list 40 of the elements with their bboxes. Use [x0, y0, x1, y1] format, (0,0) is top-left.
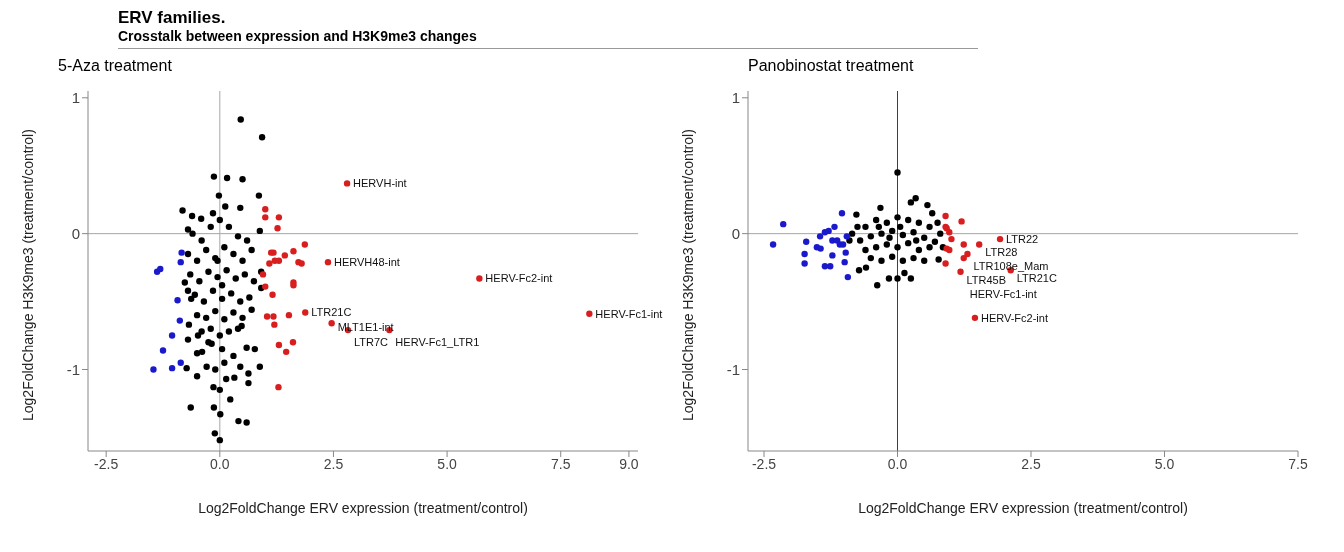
- annotation: LTR28: [985, 246, 1018, 259]
- annotation: LTR45B: [966, 273, 1007, 286]
- annotation: LTR21C: [311, 306, 352, 319]
- annotation: LTR7C: [354, 335, 389, 348]
- annotation: HERV-Fc1-int: [595, 307, 663, 320]
- annotation: MLT1E1-int: [337, 321, 394, 334]
- x-tick-label: 9.0: [619, 455, 639, 472]
- text: Crosstalk between expression and H3K9me3 changes: [118, 28, 478, 44]
- x-tick-label: 5.0: [437, 455, 458, 472]
- annotation: HERV-Fc2-int: [980, 311, 1048, 324]
- y-tick-label: 0: [71, 224, 80, 242]
- annotation: LTR108e_Mam: [973, 259, 1049, 272]
- annotation: HERV-Fc1-int: [969, 287, 1037, 300]
- annotation: HERVH-int: [353, 177, 407, 190]
- x-tick-label: 7.5: [550, 455, 571, 472]
- annotation: LTR22: [1006, 232, 1039, 245]
- y-tick-label: 1: [71, 89, 80, 107]
- x-tick-label: 7.5: [1288, 455, 1308, 472]
- x-axis-title: Log2FoldChange ERV expression (treatment/control): [858, 499, 1188, 516]
- x-tick-label: 2.5: [1021, 455, 1041, 472]
- chart-title: 5-Aza treatment: [58, 57, 173, 76]
- annotation: HERV-Fc1_LTR1: [395, 335, 480, 348]
- y-axis-title: Log2FoldChange H3K9me3 (treatment/control): [19, 129, 36, 421]
- annotation: HERVH48-int: [334, 256, 400, 269]
- annotation: HERV-Fc2-int: [485, 272, 553, 285]
- y-tick-label: 0: [731, 224, 740, 242]
- y-tick-label: 1: [731, 89, 740, 107]
- x-tick-label: 0.0: [887, 455, 908, 472]
- x-tick-label: -2.5: [94, 455, 119, 472]
- chart-title: Panobinostat treatment: [748, 57, 915, 76]
- x-axis-title: Log2FoldChange ERV expression (treatment/control): [198, 499, 528, 516]
- y-axis-title: Log2FoldChange H3K9me3 (treatment/control): [679, 129, 696, 421]
- x-tick-label: 5.0: [1154, 455, 1175, 472]
- text: ERV families.: [118, 8, 227, 28]
- y-tick-label: -1: [726, 360, 740, 378]
- x-tick-label: -2.5: [751, 455, 777, 472]
- annotation: LTR21C: [1016, 272, 1057, 285]
- x-tick-label: 0.0: [210, 455, 230, 472]
- x-tick-label: 2.5: [323, 455, 344, 472]
- y-tick-label: -1: [66, 360, 80, 378]
